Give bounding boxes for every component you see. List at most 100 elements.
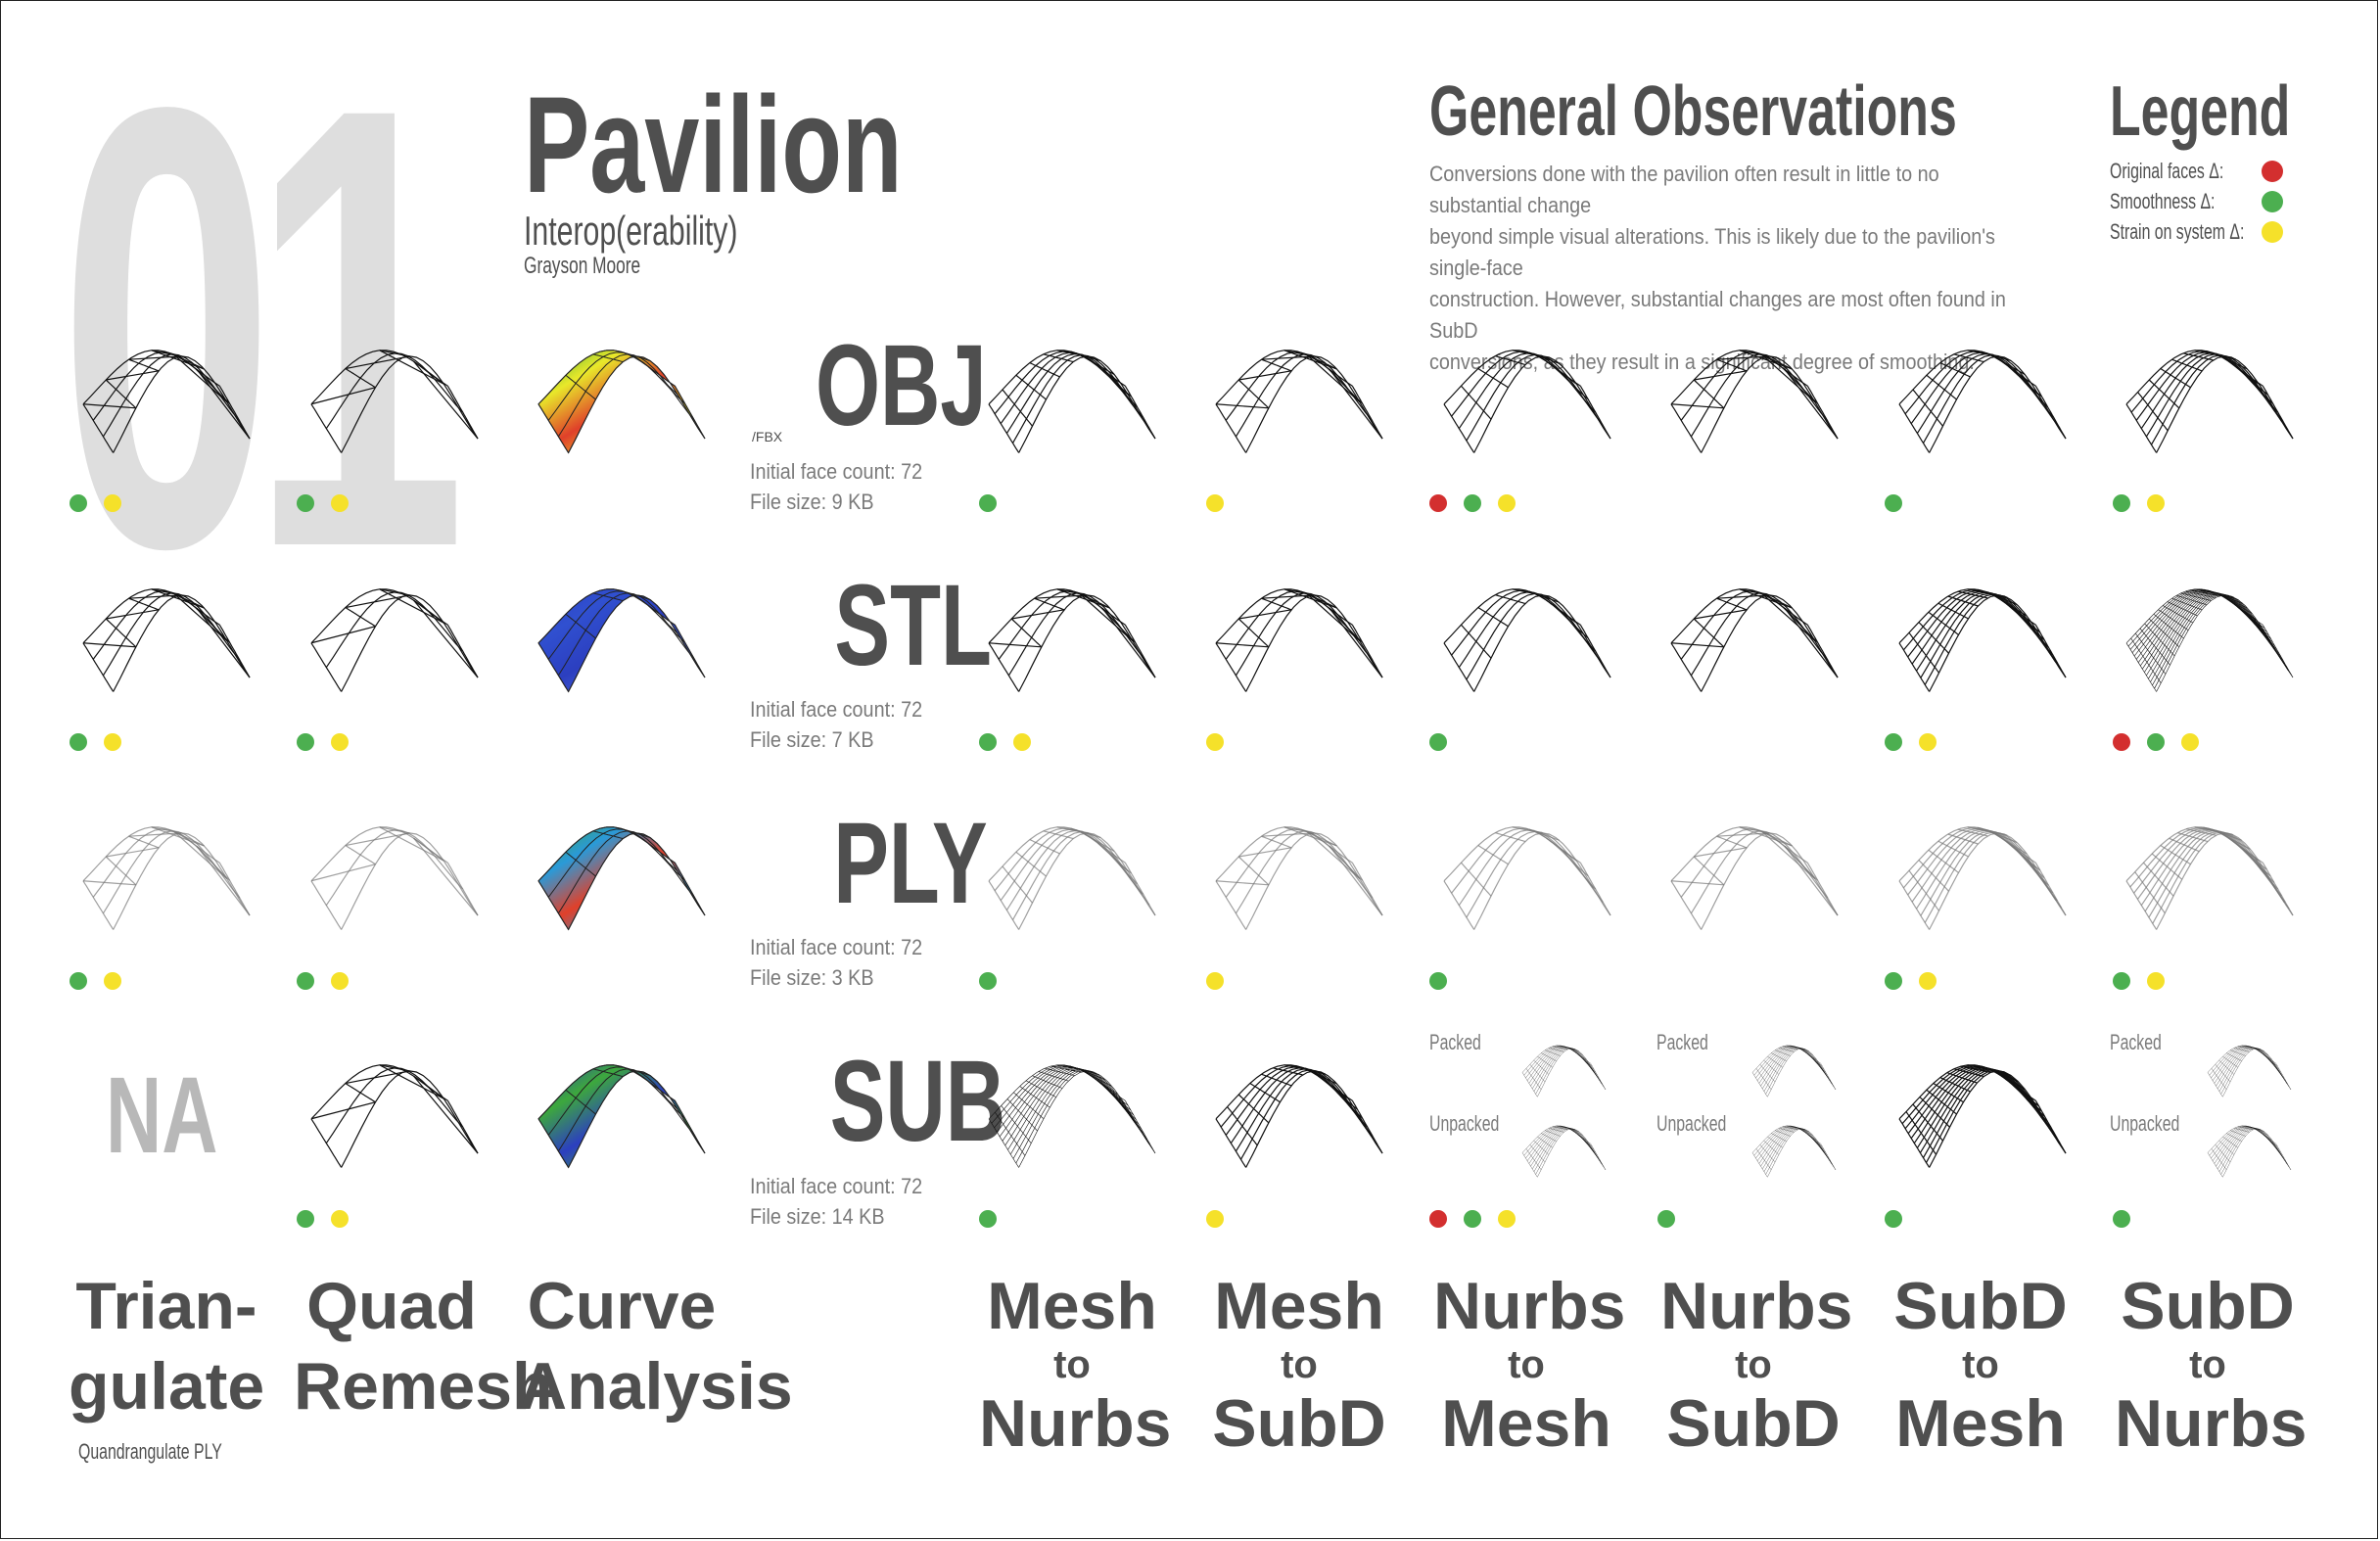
indicator-green-dot: [1885, 494, 1902, 512]
indicator-green-dot: [1464, 494, 1481, 512]
page-title: Pavilion: [524, 68, 903, 221]
format-info-stl: Initial face count: 72 File size: 7 KB: [750, 697, 923, 752]
mesh-r4-c9-packed: [2207, 1045, 2292, 1097]
mesh-r3-c8: [1898, 826, 2067, 930]
indicator-green-dot: [1464, 1210, 1481, 1228]
indicator-green-dot: [1885, 733, 1902, 751]
indicator-yellow-dot: [104, 494, 121, 512]
mesh-r1-c4: [988, 350, 1156, 453]
indicator-green-dot: [1429, 972, 1447, 990]
packed-label: Packed: [1429, 1030, 1481, 1054]
packed-label: Packed: [1657, 1030, 1708, 1054]
indicator-green-dot: [979, 733, 997, 751]
mesh-r4-c2: [310, 1064, 479, 1168]
indicator-yellow-dot: [2147, 494, 2165, 512]
page-subtitle: Interop(erability): [524, 208, 738, 254]
indicator-red-dot: [1429, 494, 1447, 512]
indicator-green-dot: [70, 972, 87, 990]
unpacked-label: Unpacked: [1657, 1111, 1727, 1136]
mesh-r1-c1: [82, 350, 251, 453]
mesh-r2-c6: [1443, 588, 1611, 692]
legend-label-original-faces: Original faces Δ:: [2110, 159, 2224, 183]
format-label-stl: STL: [834, 561, 992, 690]
author-name: Grayson Moore: [524, 253, 641, 279]
indicator-yellow-dot: [1206, 733, 1224, 751]
mesh-r1-c9: [2125, 350, 2294, 453]
column-caption-subd-to-nurbs: SubD to Nurbs: [2115, 1269, 2308, 1461]
indicator-yellow-dot: [331, 972, 349, 990]
indicator-green-dot: [1885, 972, 1902, 990]
indicator-green-dot: [1885, 1210, 1902, 1228]
legend-red-dot: [2262, 161, 2283, 182]
legend-heading: Legend: [2110, 72, 2291, 151]
mesh-r4-c5: [1215, 1064, 1383, 1168]
mesh-r2-c8: [1898, 588, 2067, 692]
format-sub-fbx: /FBX: [752, 429, 783, 444]
packed-label: Packed: [2110, 1030, 2162, 1054]
section-number: 01: [59, 0, 467, 677]
format-label-ply: PLY: [833, 799, 988, 928]
mesh-r1-c5: [1215, 350, 1383, 453]
mesh-r3-c4: [988, 826, 1156, 930]
mesh-r2-c1: [82, 588, 251, 692]
mesh-r2-c9: [2125, 588, 2294, 692]
indicator-green-dot: [297, 494, 314, 512]
indicator-yellow-dot: [1919, 972, 1937, 990]
mesh-r2-c5: [1215, 588, 1383, 692]
format-info-sub: Initial face count: 72 File size: 14 KB: [750, 1174, 923, 1229]
column-note-triangulate: Quandrangulate PLY: [78, 1439, 222, 1464]
indicator-green-dot: [297, 1210, 314, 1228]
indicator-yellow-dot: [1013, 733, 1031, 751]
indicator-green-dot: [2113, 1210, 2130, 1228]
mesh-r2-c7: [1670, 588, 1839, 692]
indicator-green-dot: [979, 1210, 997, 1228]
mesh-r2-c3: [537, 588, 706, 693]
mesh-r4-c3: [537, 1064, 706, 1169]
not-applicable-label: NA: [106, 1055, 218, 1176]
indicator-yellow-dot: [1498, 1210, 1516, 1228]
mesh-r3-c6: [1443, 826, 1611, 930]
indicator-yellow-dot: [104, 972, 121, 990]
indicator-yellow-dot: [1206, 494, 1224, 512]
mesh-r1-c6: [1443, 350, 1611, 453]
unpacked-label: Unpacked: [1429, 1111, 1500, 1136]
indicator-green-dot: [979, 494, 997, 512]
mesh-r3-c2: [310, 826, 479, 930]
format-label-obj: OBJ: [815, 321, 987, 450]
mesh-r3-c3: [537, 826, 706, 931]
indicator-yellow-dot: [2147, 972, 2165, 990]
indicator-yellow-dot: [331, 494, 349, 512]
unpacked-label: Unpacked: [2110, 1111, 2180, 1136]
mesh-r3-c9: [2125, 826, 2294, 930]
mesh-r4-c8: [1898, 1064, 2067, 1168]
mesh-r3-c7: [1670, 826, 1839, 930]
mesh-r1-c8: [1898, 350, 2067, 453]
indicator-yellow-dot: [1498, 494, 1516, 512]
indicator-yellow-dot: [1206, 972, 1224, 990]
mesh-r2-c4: [988, 588, 1156, 692]
indicator-yellow-dot: [1919, 733, 1937, 751]
mesh-r3-c5: [1215, 826, 1383, 930]
legend-label-smoothness: Smoothness Δ:: [2110, 189, 2216, 213]
indicator-green-dot: [70, 733, 87, 751]
mesh-r4-c6-packed: [1521, 1045, 1607, 1097]
mesh-r1-c2: [310, 350, 479, 453]
column-caption-nurbs-to-mesh: Nurbs to Mesh: [1433, 1269, 1626, 1461]
mesh-r4-c6-unpacked: [1521, 1125, 1607, 1178]
indicator-yellow-dot: [331, 733, 349, 751]
mesh-r4-c7-packed: [1751, 1045, 1837, 1097]
indicator-green-dot: [979, 972, 997, 990]
indicator-green-dot: [1429, 733, 1447, 751]
indicator-red-dot: [2113, 733, 2130, 751]
mesh-r1-c7: [1670, 350, 1839, 453]
observations-text: Conversions done with the pavilion often…: [1429, 162, 2006, 374]
indicator-yellow-dot: [331, 1210, 349, 1228]
legend-yellow-dot: [2262, 221, 2283, 243]
indicator-yellow-dot: [1206, 1210, 1224, 1228]
column-caption-triangulate: Trian-gulate: [69, 1269, 265, 1424]
indicator-green-dot: [1657, 1210, 1675, 1228]
mesh-r4-c4: [988, 1064, 1156, 1168]
column-caption-mesh-to-subd: Mesh to SubD: [1212, 1269, 1386, 1461]
mesh-r3-c1: [82, 826, 251, 930]
